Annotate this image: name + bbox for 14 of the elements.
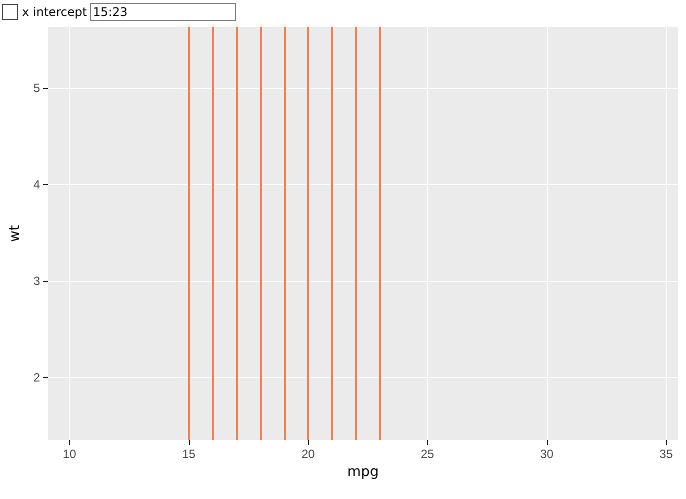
text-field: 15:23 [90, 3, 236, 21]
x-tick-label: 35 [659, 447, 674, 461]
x-tick-label: 15 [182, 447, 196, 461]
x-axis-title: mpg [347, 464, 379, 480]
text: x intercept [22, 5, 87, 19]
y-tick-label: 4 [33, 177, 40, 192]
y-tick-label: 3 [33, 274, 40, 288]
x-tick-label: 25 [420, 447, 434, 461]
y-axis-title: wt [7, 224, 23, 242]
y-tick-label: 5 [33, 80, 40, 95]
y-tick-label: 2 [33, 370, 40, 384]
x-tick-label: 10 [62, 447, 76, 461]
x-tick-label: 20 [301, 447, 316, 461]
x-tick-label: 30 [540, 447, 554, 461]
